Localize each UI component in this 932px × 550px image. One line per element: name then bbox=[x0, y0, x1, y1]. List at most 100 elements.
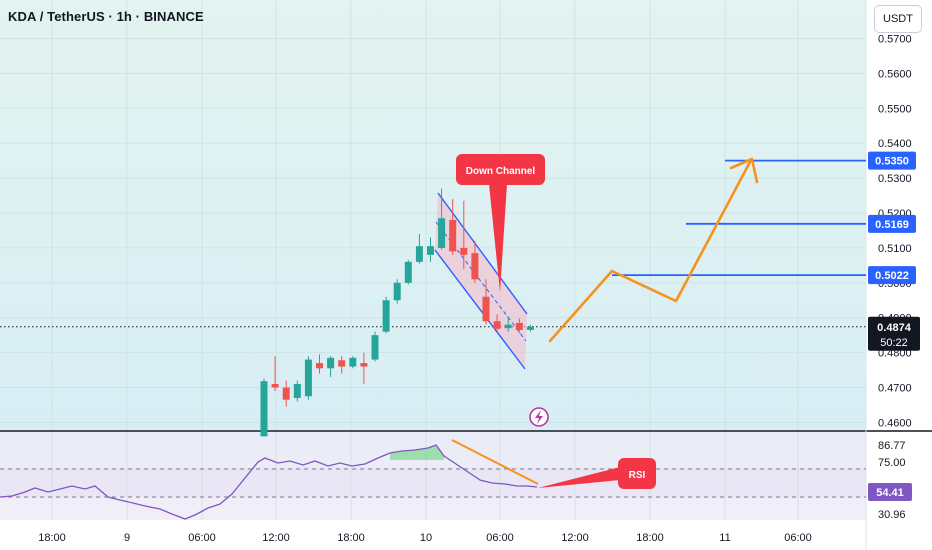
rsi-overbought-fill bbox=[390, 445, 444, 460]
time-tick-label: 12:00 bbox=[262, 532, 290, 544]
candle bbox=[427, 237, 434, 262]
price-tick-label: 0.5700 bbox=[878, 34, 912, 46]
rsi-callout: RSI bbox=[538, 458, 656, 489]
candle bbox=[415, 233, 423, 264]
candle-body bbox=[526, 326, 534, 330]
candle-body bbox=[282, 387, 290, 400]
candle bbox=[471, 240, 479, 283]
current-price-tag: 0.4874 50:22 bbox=[868, 316, 920, 351]
price-tick-label: 0.5100 bbox=[878, 243, 912, 255]
candle-body bbox=[504, 324, 512, 329]
rsi-value-tag: 54.41 bbox=[868, 483, 912, 501]
price-tick-label: 0.5500 bbox=[878, 103, 912, 115]
candle bbox=[438, 188, 446, 250]
rsi-tick-label: 75.00 bbox=[878, 457, 906, 469]
candle bbox=[293, 380, 301, 402]
level-price-tag: 0.5022 bbox=[868, 266, 916, 285]
level-price-tag: 0.5350 bbox=[868, 151, 916, 170]
rsi-value-box bbox=[868, 483, 912, 501]
price-tick-label: 0.4700 bbox=[878, 383, 912, 395]
candle-body bbox=[460, 247, 468, 255]
time-tick-label: 11 bbox=[719, 532, 730, 544]
projection-path bbox=[548, 160, 752, 343]
candle bbox=[371, 331, 379, 362]
candle-body bbox=[393, 282, 401, 301]
flash-icon-bolt bbox=[535, 410, 543, 424]
current-price-label: 0.4874 bbox=[877, 322, 912, 334]
candle-body bbox=[438, 218, 446, 248]
level-tag-box bbox=[868, 214, 916, 233]
rsi-line bbox=[0, 444, 538, 520]
price-pane-background bbox=[0, 0, 866, 430]
current-price-box bbox=[868, 316, 920, 351]
candle-body bbox=[349, 357, 357, 367]
candle bbox=[260, 378, 268, 437]
time-tick-label: 06:00 bbox=[188, 532, 216, 544]
candle bbox=[515, 318, 523, 334]
channel-fill bbox=[435, 193, 527, 369]
candle-body bbox=[382, 300, 390, 332]
rsi-band bbox=[0, 467, 866, 497]
candle-body bbox=[260, 381, 268, 437]
rsi-value-label: 54.41 bbox=[876, 487, 904, 499]
candle bbox=[271, 356, 279, 391]
time-tick-label: 06:00 bbox=[486, 532, 514, 544]
candle bbox=[449, 199, 457, 255]
candle-body bbox=[327, 357, 335, 369]
candle bbox=[382, 296, 390, 334]
rsi-divergence-line bbox=[451, 439, 539, 485]
time-tick-label: 10 bbox=[420, 532, 432, 544]
candle bbox=[493, 314, 501, 332]
rsi-tick-label: 86.77 bbox=[878, 440, 906, 452]
candle bbox=[282, 380, 290, 407]
time-tick-label: 18:00 bbox=[38, 532, 66, 544]
currency-button[interactable]: USDT bbox=[874, 5, 922, 33]
candle bbox=[460, 200, 468, 269]
candle bbox=[504, 315, 512, 332]
candle bbox=[526, 324, 534, 332]
candle-body bbox=[293, 384, 301, 398]
price-tick-label: 0.4600 bbox=[878, 417, 912, 429]
candle-body bbox=[360, 363, 368, 367]
candle bbox=[316, 354, 323, 374]
bar-countdown-label: 50:22 bbox=[880, 337, 908, 349]
candle bbox=[393, 279, 401, 304]
rsi-tick-label: 30.96 bbox=[878, 509, 906, 521]
level-tag-box bbox=[868, 151, 916, 170]
candle-body bbox=[371, 335, 379, 360]
rsi-callout-pointer bbox=[538, 467, 620, 488]
time-tick-label: 9 bbox=[124, 532, 130, 544]
candle-body bbox=[316, 363, 323, 369]
time-tick-label: 18:00 bbox=[636, 532, 664, 544]
candle-body bbox=[427, 246, 434, 255]
time-tick-label: 06:00 bbox=[784, 532, 812, 544]
channel-lower-line bbox=[434, 249, 526, 370]
candle-body bbox=[338, 360, 346, 367]
level-tag-box bbox=[868, 266, 916, 285]
price-tick-label: 0.5300 bbox=[878, 173, 912, 185]
candle-body bbox=[449, 219, 457, 252]
candle bbox=[360, 352, 368, 385]
rsi-callout-label: RSI bbox=[629, 470, 646, 481]
level-price-tag: 0.5169 bbox=[868, 214, 916, 233]
candle bbox=[404, 260, 412, 285]
candle bbox=[482, 279, 490, 325]
candle bbox=[349, 356, 357, 369]
price-tick-label: 0.5600 bbox=[878, 68, 912, 80]
candle bbox=[304, 356, 312, 400]
callout-label: Down Channel bbox=[466, 166, 536, 177]
candle-body bbox=[515, 322, 523, 330]
level-tag-label: 0.5350 bbox=[875, 156, 909, 168]
candle-body bbox=[493, 321, 501, 329]
time-axis-background bbox=[0, 520, 866, 550]
projection-arrowhead bbox=[729, 157, 759, 184]
flash-icon bbox=[529, 407, 549, 427]
candle-body bbox=[482, 296, 490, 322]
down-channel-callout: Down Channel bbox=[456, 154, 545, 292]
level-tag-label: 0.5022 bbox=[875, 270, 909, 282]
time-tick-label: 18:00 bbox=[337, 532, 365, 544]
symbol-title[interactable]: KDA / TetherUS · 1h · BINANCE bbox=[8, 9, 204, 24]
callout-box bbox=[456, 154, 545, 185]
